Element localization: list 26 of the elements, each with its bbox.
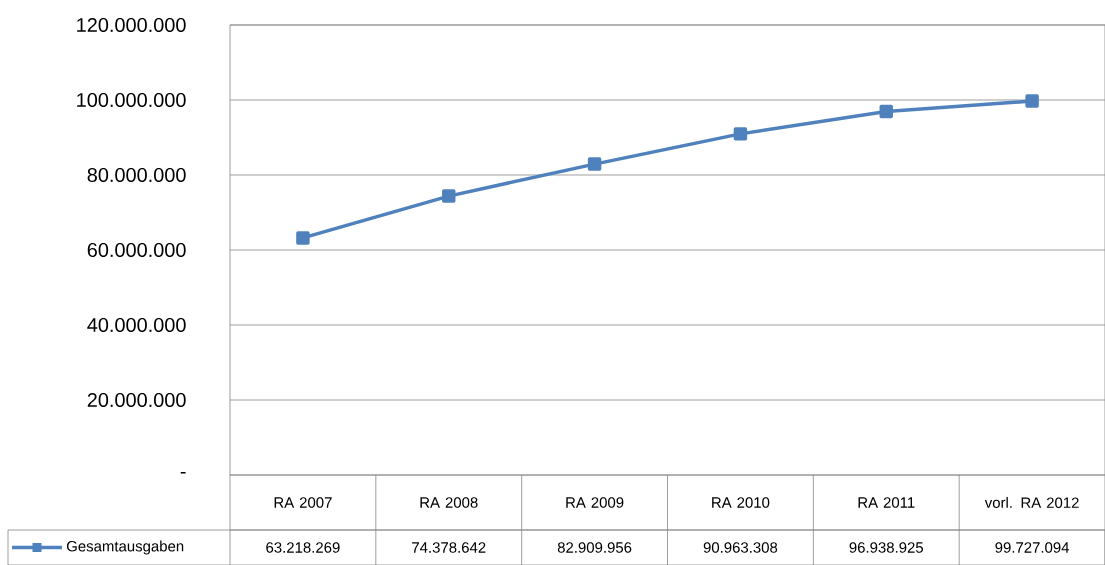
y-tick-label: 20.000.000: [87, 392, 186, 408]
data-label: 74.378.642: [412, 542, 486, 553]
y-tick-label: 120.000.000: [77, 17, 186, 33]
x-tick-label: RA 2010: [712, 497, 770, 508]
point: [1025, 94, 1039, 108]
y-tick-label: 80.000.000: [87, 167, 186, 183]
y-tick-label: 100.000.000: [77, 92, 186, 108]
y-tick-label: -: [180, 471, 186, 474]
x-tick-label: RA 2007: [274, 497, 332, 508]
data-label: 82.909.956: [557, 542, 632, 553]
data-label: 63.218.269: [266, 542, 340, 553]
point: [587, 157, 602, 171]
point: [733, 127, 748, 141]
data-label: 96.938.925: [849, 542, 924, 553]
x-tick-label: RA 2009: [566, 497, 624, 508]
point: [442, 189, 456, 203]
x-tick-label: vorl. RA 2012: [984, 497, 1079, 508]
point: [879, 104, 893, 119]
data-label: 99.727.094: [995, 542, 1070, 553]
data-label: 90.963.308: [703, 542, 778, 553]
legend-label: Gesamtausgaben: [66, 540, 184, 555]
x-tick-label: RA 2011: [858, 497, 915, 508]
y-tick-label: 60.000.000: [87, 242, 186, 258]
x-tick-label: RA 2008: [420, 497, 478, 508]
y-tick-label: 40.000.000: [87, 317, 186, 333]
point: [296, 231, 310, 245]
